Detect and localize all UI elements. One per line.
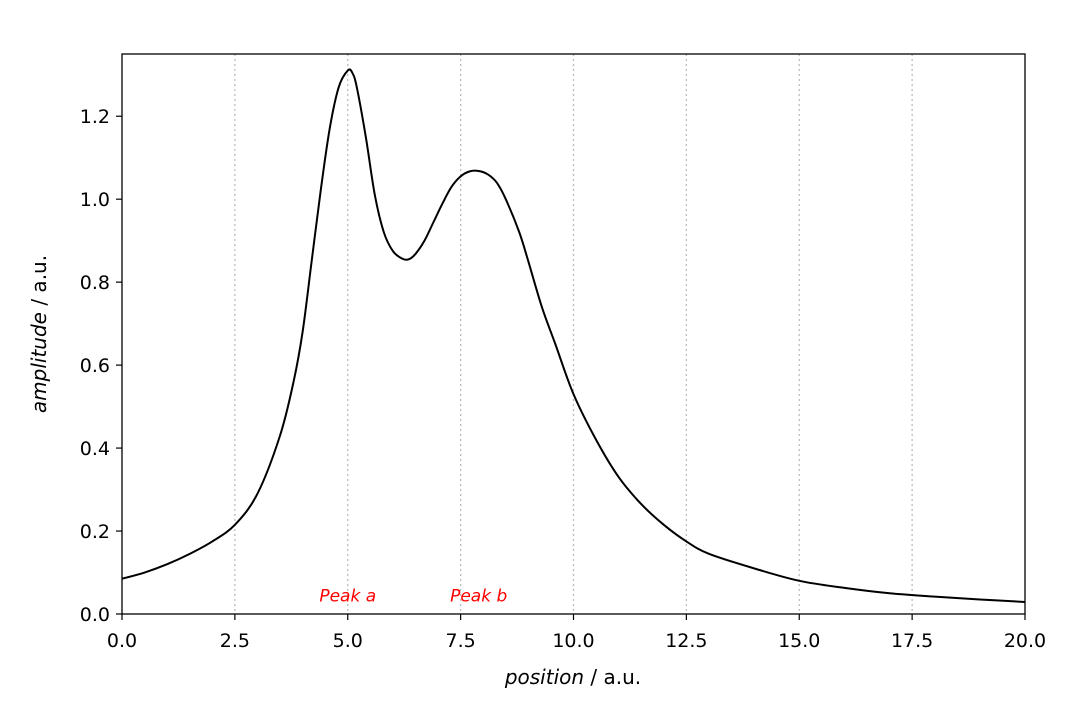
peak-annotation: Peak b [450, 586, 507, 606]
y-axis-label-unit: / a.u. [27, 255, 51, 312]
x-axis-ticks: 0.0 2.5 5.0 7.5 10.0 12.5 15.0 17.5 20.0 [107, 614, 1046, 652]
x-axis-label-unit: / a.u. [584, 665, 641, 689]
annotations: Peak a Peak b [319, 586, 507, 606]
y-axis-ticks: 0.0 0.2 0.4 0.6 0.8 1.0 1.2 [80, 106, 122, 626]
x-axis-label-italic: position [504, 665, 584, 689]
x-tick-label: 7.5 [446, 630, 476, 652]
y-tick-label: 1.2 [80, 106, 110, 128]
x-tick-label: 5.0 [333, 630, 363, 652]
y-tick-label: 0.0 [80, 604, 110, 626]
x-axis-label: position / a.u. [504, 665, 641, 689]
y-tick-label: 0.2 [80, 521, 110, 543]
x-tick-label: 0.0 [107, 630, 137, 652]
y-axis-label-italic: amplitude [27, 312, 51, 413]
x-tick-label: 15.0 [778, 630, 820, 652]
y-tick-label: 0.6 [80, 355, 110, 377]
y-axis-label: amplitude / a.u. [27, 255, 51, 413]
y-tick-label: 1.0 [80, 189, 110, 211]
x-tick-label: 20.0 [1004, 630, 1046, 652]
peak-annotation: Peak a [319, 586, 376, 606]
x-gridlines [234, 54, 913, 614]
x-tick-label: 17.5 [891, 630, 933, 652]
y-tick-label: 0.4 [80, 438, 110, 460]
amplitude-line [121, 68, 1026, 603]
y-tick-label: 0.8 [80, 272, 110, 294]
x-tick-label: 2.5 [220, 630, 250, 652]
x-tick-label: 12.5 [665, 630, 707, 652]
x-tick-label: 10.0 [552, 630, 594, 652]
